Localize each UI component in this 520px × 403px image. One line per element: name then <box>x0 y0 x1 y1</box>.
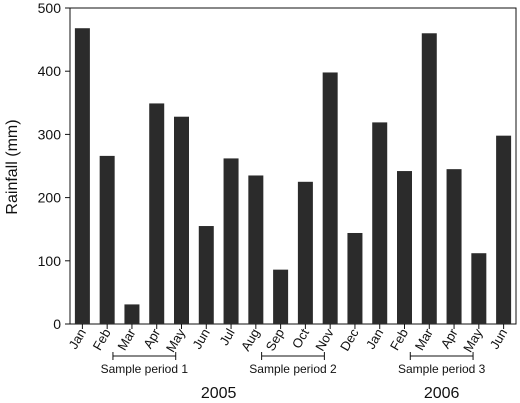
bar <box>496 135 512 324</box>
bar <box>74 28 90 324</box>
plot-frame <box>69 7 517 325</box>
bar <box>446 169 462 324</box>
bar <box>273 269 289 324</box>
bars <box>74 28 512 325</box>
x-tick-label: Feb <box>90 326 114 353</box>
x-tick-label: May <box>460 326 486 355</box>
x-tick-label: Mar <box>412 325 437 352</box>
x-tick-label: Nov <box>312 326 337 354</box>
y-tick-label: 500 <box>38 0 62 16</box>
y-tick-label: 0 <box>53 316 61 332</box>
x-tick-label: Feb <box>387 326 411 353</box>
y-tick-label: 400 <box>38 63 62 79</box>
year-label: 2006 <box>424 385 460 402</box>
bar <box>223 158 239 324</box>
x-tick-label: Jan <box>363 326 386 352</box>
sample-periods: Sample period 1 Sample period 2 Sample per… <box>101 352 486 376</box>
x-tick-label: Jun <box>189 326 212 352</box>
bar <box>471 253 487 324</box>
bar <box>397 171 412 324</box>
x-tick-label: Aug <box>238 326 263 354</box>
year-label: 2005 <box>201 385 237 402</box>
x-tick-label: May <box>163 326 189 355</box>
axes <box>65 7 517 329</box>
bar <box>421 33 437 324</box>
y-tick-label: 200 <box>38 190 62 206</box>
year-labels: 2005 2006 <box>201 385 460 402</box>
bar <box>347 232 363 324</box>
sample-period-label: Sample period 1 <box>101 362 189 376</box>
x-tick-label: Mar <box>114 325 139 352</box>
x-tick-label: Jan <box>66 326 89 352</box>
bar <box>174 116 189 324</box>
y-tick-labels: 0 100 200 300 400 500 <box>38 0 62 332</box>
x-tick-label: Jul <box>216 326 237 348</box>
bar <box>322 72 338 325</box>
x-tick-label: Apr <box>438 325 461 351</box>
bar <box>372 122 388 324</box>
x-tick-labels: Jan Feb Mar Apr May Jun Jul Aug Sep Oct Nov Dec Jan F… <box>66 325 511 354</box>
bar <box>198 226 214 324</box>
bar <box>248 175 264 324</box>
x-tick-label: Sep <box>263 326 288 354</box>
y-tick-label: 100 <box>38 253 62 269</box>
x-tick-label: Dec <box>337 326 362 354</box>
sample-period-label: Sample period 2 <box>249 362 337 376</box>
bar <box>149 103 165 324</box>
sample-period-label: Sample period 3 <box>398 362 486 376</box>
x-tick-label: Apr <box>140 325 163 351</box>
x-tick-label: Jun <box>487 326 510 352</box>
y-tick-label: 300 <box>38 126 62 142</box>
y-axis-label: Rainfall (mm) <box>4 119 21 214</box>
bar <box>297 181 313 324</box>
bar <box>124 304 140 324</box>
bar <box>99 155 115 324</box>
x-tick-label: Oct <box>289 326 312 351</box>
